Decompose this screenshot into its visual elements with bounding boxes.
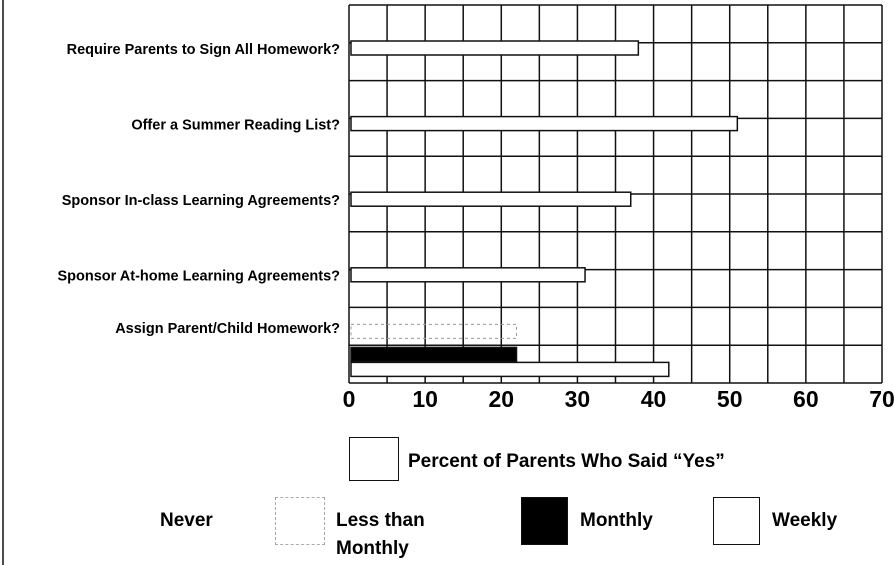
bar (350, 346, 518, 363)
x-tick-label: 30 (565, 386, 591, 412)
x-tick-label: 60 (793, 386, 819, 412)
x-tick-label: 70 (869, 386, 894, 412)
legend-swatch (521, 497, 568, 545)
x-tick-label: 50 (717, 386, 743, 412)
x-tick-label: 10 (412, 386, 438, 412)
legend-label: Never (160, 510, 213, 531)
x-tick-label: 0 (343, 386, 356, 412)
category-label: Assign Parent/Child Homework? (115, 321, 340, 337)
category-label: Sponsor At-home Learning Agreements? (57, 269, 340, 285)
legend-swatch (713, 497, 760, 545)
category-label: Require Parents to Sign All Homework? (67, 42, 341, 58)
legend-swatch (275, 497, 325, 545)
bar (350, 267, 586, 283)
bar (350, 191, 632, 207)
x-tick-label: 40 (641, 386, 667, 412)
bar (350, 40, 640, 56)
bar (350, 323, 518, 339)
category-label: Sponsor In-class Learning Agreements? (62, 193, 340, 209)
legend-label: Weekly (772, 510, 838, 531)
legend-swatch (349, 437, 399, 481)
bar (350, 361, 670, 378)
x-tick-label: 20 (488, 386, 514, 412)
legend-label: Less than Monthly (336, 510, 425, 559)
bar (350, 115, 739, 132)
legend-label: Percent of Parents Who Said “Yes” (408, 451, 725, 472)
category-label: Offer a Summer Reading List? (131, 117, 340, 133)
legend-label: Monthly (580, 510, 653, 531)
